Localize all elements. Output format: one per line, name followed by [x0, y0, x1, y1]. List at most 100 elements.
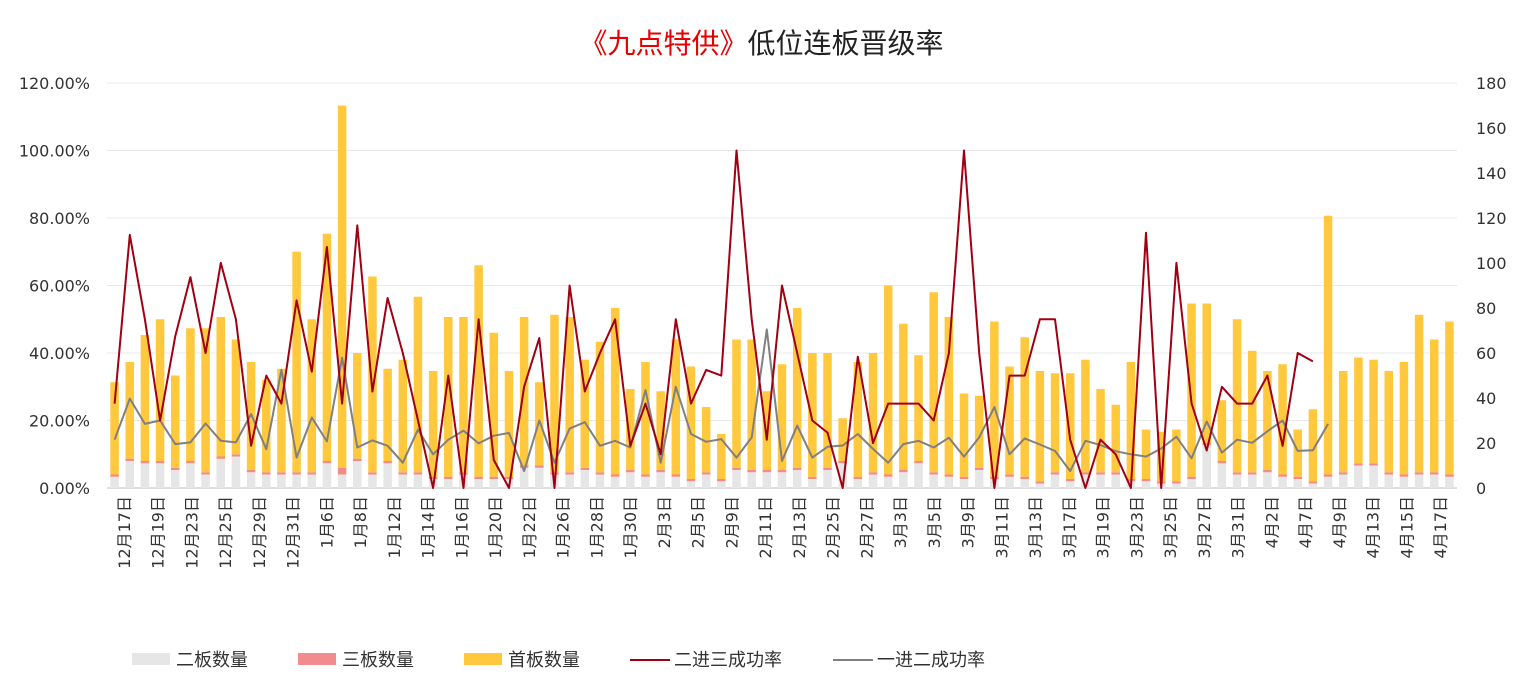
- bar-er: [383, 463, 392, 488]
- bar-san: [1005, 474, 1014, 477]
- y-right-tick-label: 60: [1476, 344, 1496, 363]
- bar-san: [277, 472, 286, 475]
- bar-er: [1430, 474, 1439, 488]
- x-tick-label: 2月3日: [655, 496, 674, 548]
- bar-shou: [322, 233, 332, 461]
- bar-san: [383, 461, 392, 464]
- bar-er: [838, 463, 847, 488]
- bar-shou: [1035, 371, 1045, 482]
- bar-san: [1232, 472, 1242, 475]
- bar-shou: [914, 355, 923, 461]
- bar-san: [717, 479, 726, 482]
- x-tick-label: 12月23日: [182, 496, 201, 569]
- bar-er: [413, 474, 423, 488]
- bar-shou: [823, 353, 832, 468]
- bar-er: [186, 463, 195, 488]
- y-right-tick-label: 160: [1476, 119, 1507, 138]
- bar-er: [444, 479, 453, 488]
- bar-san: [1354, 463, 1363, 466]
- bar-san: [641, 474, 650, 477]
- bar-shou: [959, 393, 969, 477]
- bar-shou: [565, 317, 574, 473]
- bar-shou: [1247, 350, 1257, 473]
- y-left-tick-label: 100.00%: [19, 142, 90, 161]
- bar-shou: [444, 317, 453, 477]
- bar-shou: [489, 332, 499, 477]
- bar-san: [550, 472, 559, 475]
- bar-er: [1050, 474, 1060, 488]
- bar-san: [838, 461, 847, 464]
- bar-san: [1020, 476, 1029, 479]
- bar-er: [1338, 474, 1348, 488]
- bar-san: [610, 474, 620, 477]
- bar-san: [368, 472, 377, 475]
- bar-shou: [883, 285, 893, 475]
- bar-shou: [398, 359, 408, 473]
- bar-shou: [1293, 429, 1302, 477]
- bar-shou: [231, 339, 241, 455]
- bar-shou: [140, 335, 150, 461]
- bar-er: [1187, 479, 1196, 488]
- bar-shou: [368, 276, 377, 473]
- bar-er: [914, 463, 923, 488]
- bar-shou: [383, 368, 392, 461]
- line-erjinsan: [113, 149, 1314, 489]
- x-tick-label: 1月14日: [419, 496, 438, 559]
- bar-san: [762, 470, 772, 473]
- x-tick-label: 2月27日: [857, 496, 876, 559]
- bar-er: [701, 474, 711, 488]
- bar-san: [474, 476, 483, 479]
- x-tick-label: 3月19日: [1094, 496, 1113, 559]
- bar-er: [337, 474, 347, 488]
- bar-shou: [1384, 371, 1393, 473]
- x-tick-label: 1月28日: [587, 496, 606, 559]
- bar-shou: [868, 353, 878, 473]
- bar-san: [1111, 472, 1120, 475]
- x-tick-label: 3月31日: [1229, 496, 1248, 559]
- x-tick-label: 3月23日: [1127, 496, 1146, 559]
- bar-er: [277, 474, 286, 488]
- bar-san: [777, 470, 787, 473]
- x-tick-label: 4月7日: [1296, 496, 1315, 548]
- bar-shou: [1172, 429, 1181, 482]
- bar-san: [1399, 474, 1409, 477]
- bar-shou: [110, 382, 119, 475]
- bar-er: [110, 476, 119, 488]
- x-tick-label: 2月9日: [722, 496, 741, 548]
- x-tick-label: 3月9日: [959, 496, 978, 548]
- bar-san: [1338, 472, 1348, 475]
- bar-san: [808, 476, 817, 479]
- bar-san: [110, 474, 119, 477]
- bar-shou: [171, 375, 180, 468]
- bar-shou: [1020, 337, 1029, 477]
- bar-shou: [1126, 362, 1136, 479]
- bar-san: [656, 470, 665, 473]
- chart-title: 《九点特供》低位连板晋级率: [0, 22, 1523, 62]
- x-tick-label: 1月12日: [385, 496, 404, 559]
- bar-san: [140, 461, 150, 464]
- bar-shou: [777, 364, 787, 470]
- bar-shou: [1278, 364, 1287, 475]
- bar-shou: [1369, 359, 1378, 464]
- bar-san: [1308, 481, 1318, 484]
- bar-shou: [337, 105, 347, 468]
- bar-er: [717, 481, 726, 488]
- bar-shou: [1354, 357, 1363, 464]
- bar-er: [1445, 476, 1454, 488]
- bar-er: [1323, 476, 1333, 488]
- bar-shou: [1156, 431, 1166, 482]
- bar-er: [216, 458, 226, 488]
- bar-shou: [1050, 373, 1060, 473]
- bar-san: [1065, 479, 1075, 482]
- bar-er: [1065, 481, 1075, 488]
- y-right-tick-label: 20: [1476, 434, 1496, 453]
- bar-shou: [899, 323, 908, 470]
- bar-er: [398, 474, 408, 488]
- x-tick-label: 3月5日: [925, 496, 944, 548]
- bar-san: [519, 465, 529, 468]
- bar-shou: [1111, 404, 1120, 473]
- bar-shou: [1445, 321, 1454, 475]
- x-tick-label: 3月3日: [891, 496, 910, 548]
- bar-shou: [262, 380, 271, 473]
- bar-shou: [413, 296, 423, 473]
